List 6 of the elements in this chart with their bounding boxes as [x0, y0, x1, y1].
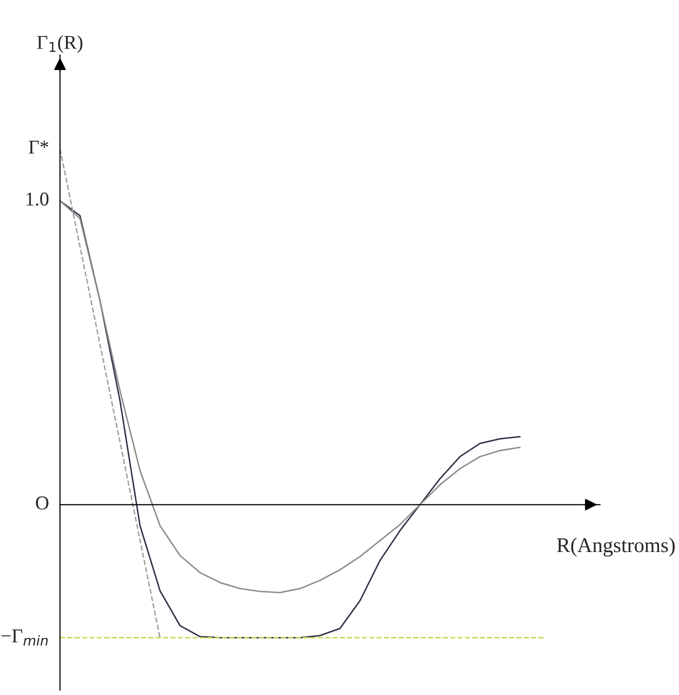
x-axis-title: R(Angstroms)	[556, 538, 675, 557]
text: Γ*	[28, 140, 48, 154]
y-axis-title: Γ$_{1}$(R)	[37, 35, 82, 53]
text: O	[36, 496, 48, 510]
text: 1.0	[26, 192, 48, 206]
ref-line-label: −Γ$_{min}$	[2, 630, 48, 646]
